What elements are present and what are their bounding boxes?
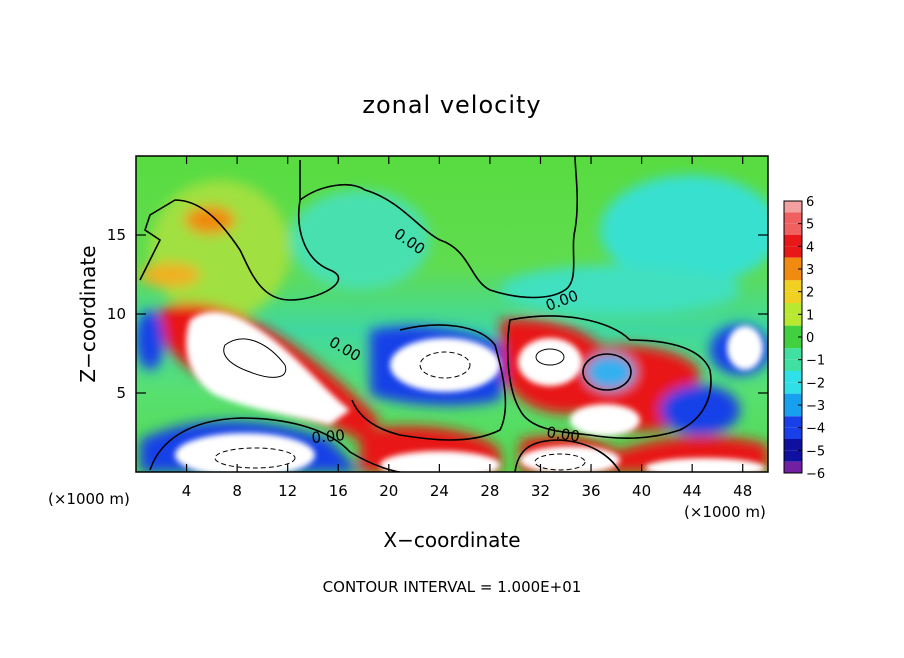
x-tick-label: 40 — [632, 482, 651, 500]
colorbar-label: −1 — [806, 354, 825, 369]
x-tick-label: 44 — [683, 482, 702, 500]
colorbar-swatch — [784, 325, 802, 337]
y-axis-label: Z−coordinate — [76, 245, 100, 382]
colorbar-swatch — [784, 314, 802, 326]
colorbar-swatch — [784, 303, 802, 315]
colorbar-swatch — [784, 201, 802, 213]
x-tick-label: 20 — [379, 482, 398, 500]
colorbar-swatch — [784, 450, 802, 462]
x-tick-label: 24 — [430, 482, 449, 500]
x-tick-label: 4 — [182, 482, 192, 500]
colorbar-swatch — [784, 348, 802, 360]
heatmap-field — [136, 156, 768, 472]
chart-title: zonal velocity — [362, 91, 541, 119]
colorbar-label: −3 — [806, 399, 825, 414]
x-tick-label: 12 — [278, 482, 297, 500]
colorbar-swatch — [784, 291, 802, 303]
colorbar-label: 0 — [806, 331, 814, 346]
colorbar-swatch — [784, 337, 802, 349]
colorbar-swatch — [784, 371, 802, 383]
colorbar-swatch — [784, 405, 802, 417]
x-tick-label: 16 — [329, 482, 348, 500]
y-tick-label: 15 — [107, 226, 126, 244]
colorbar-label: 3 — [806, 263, 814, 278]
colorbar-label: −4 — [806, 422, 825, 437]
colorbar-label: 4 — [806, 240, 814, 255]
colorbar-swatch — [784, 427, 802, 439]
colorbar: 6 5 4 3 2 1 0 −1 −2 −3 −4 −5 −6 — [783, 195, 825, 482]
colorbar-swatch — [784, 223, 802, 235]
colorbar-swatch — [784, 246, 802, 258]
colorbar-swatch — [784, 235, 802, 247]
colorbar-swatch — [784, 359, 802, 371]
colorbar-swatch — [784, 393, 802, 405]
footer-contour-interval: CONTOUR INTERVAL = 1.000E+01 — [323, 578, 582, 596]
x-axis-label: X−coordinate — [383, 528, 520, 552]
x-tick-label: 8 — [232, 482, 242, 500]
colorbar-label: 6 — [806, 195, 814, 210]
contour-label: 0.00 — [311, 426, 346, 447]
colorbar-swatch — [784, 280, 802, 292]
colorbar-swatch — [784, 269, 802, 281]
x-tick-label: 28 — [480, 482, 499, 500]
contour-label: 0.00 — [545, 423, 581, 445]
colorbar-label: 2 — [806, 286, 814, 301]
colorbar-swatch — [784, 382, 802, 394]
colorbar-swatch — [784, 257, 802, 269]
colorbar-label: −5 — [806, 444, 825, 459]
colorbar-swatch — [784, 439, 802, 451]
colorbar-swatch — [784, 212, 802, 224]
y-tick-label: 10 — [107, 305, 126, 323]
colorbar-swatch — [784, 416, 802, 428]
x-tick-label: 36 — [581, 482, 600, 500]
x-tick-label: 32 — [531, 482, 550, 500]
colorbar-swatch — [784, 461, 802, 473]
colorbar-label: −2 — [806, 376, 825, 391]
x-unit-right: (×1000 m) — [684, 503, 766, 521]
colorbar-label: 5 — [806, 218, 814, 233]
colorbar-label: 1 — [806, 308, 814, 323]
x-unit-left: (×1000 m) — [48, 490, 130, 508]
x-axis: 4 8 12 16 20 24 28 32 36 40 44 48 — [182, 156, 752, 500]
y-axis: 5 10 15 — [107, 226, 768, 402]
x-tick-label: 48 — [733, 482, 752, 500]
y-tick-label: 5 — [116, 384, 126, 402]
colorbar-label: −6 — [806, 467, 825, 482]
